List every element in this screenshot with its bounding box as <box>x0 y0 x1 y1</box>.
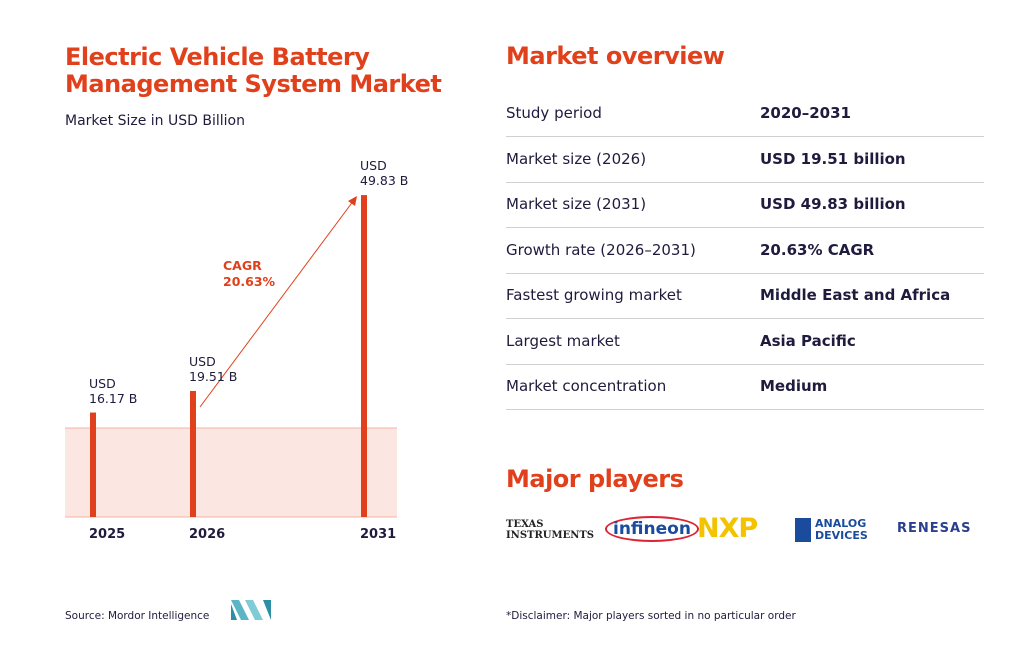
chart <box>65 195 397 620</box>
row-separator <box>506 181 984 183</box>
row-value: USD 49.83 billion <box>760 195 906 213</box>
x-tick-label: 2031 <box>360 527 397 542</box>
player-logo: infineon <box>605 516 699 542</box>
row-separator <box>506 363 984 365</box>
disclaimer: *Disclaimer: Major players sorted in no … <box>506 610 796 622</box>
row-label: Fastest growing market <box>506 286 682 304</box>
chart-title: Electric Vehicle Battery Management Syst… <box>65 43 442 98</box>
row-value: USD 19.51 billion <box>760 149 906 168</box>
row-value: 2020–2031 <box>760 104 851 122</box>
shaded-band <box>65 428 397 517</box>
value-label: USD 16.17 B <box>89 375 138 406</box>
player-logo: ANALOG DEVICES <box>795 518 868 542</box>
row-value: Medium <box>760 377 828 395</box>
row-separator <box>506 409 984 410</box>
bar <box>361 195 367 517</box>
source: Source: Mordor Intelligence <box>65 610 210 622</box>
cagr-arrow <box>199 199 355 408</box>
bar <box>90 412 96 517</box>
cagr-annotation: CAGR 20.63% <box>223 258 276 289</box>
arrow-head <box>348 196 357 206</box>
row-value: Middle East and Africa <box>760 286 951 304</box>
source-logo <box>231 600 271 620</box>
row-separator <box>506 272 984 274</box>
player-logo: NXP <box>697 513 758 544</box>
overview-title: Market overview <box>506 42 725 70</box>
players-title: Major players <box>506 465 684 493</box>
row-label: Largest market <box>506 331 620 350</box>
chart-subtitle: Market Size in USD Billion <box>65 113 245 129</box>
row-value: 20.63% CAGR <box>760 240 875 259</box>
row-label: Study period <box>506 104 602 122</box>
player-logo: RENESAS <box>897 521 972 536</box>
row-label: Market size (2031) <box>506 195 647 213</box>
row-label: Market size (2026) <box>506 149 647 168</box>
x-tick-label: 2026 <box>189 527 226 542</box>
x-tick-label: 2025 <box>89 527 126 542</box>
row-label: Growth rate (2026–2031) <box>506 240 696 259</box>
value-label: USD 19.51 B <box>189 353 238 384</box>
player-logo: TEXAS INSTRUMENTS <box>506 519 595 541</box>
row-value: Asia Pacific <box>760 331 856 350</box>
value-label: USD 49.83 B <box>360 158 409 189</box>
row-label: Market concentration <box>506 377 667 395</box>
row-separator <box>506 318 984 319</box>
row-separator <box>506 136 984 137</box>
row-separator <box>506 227 984 228</box>
bar <box>190 390 196 517</box>
